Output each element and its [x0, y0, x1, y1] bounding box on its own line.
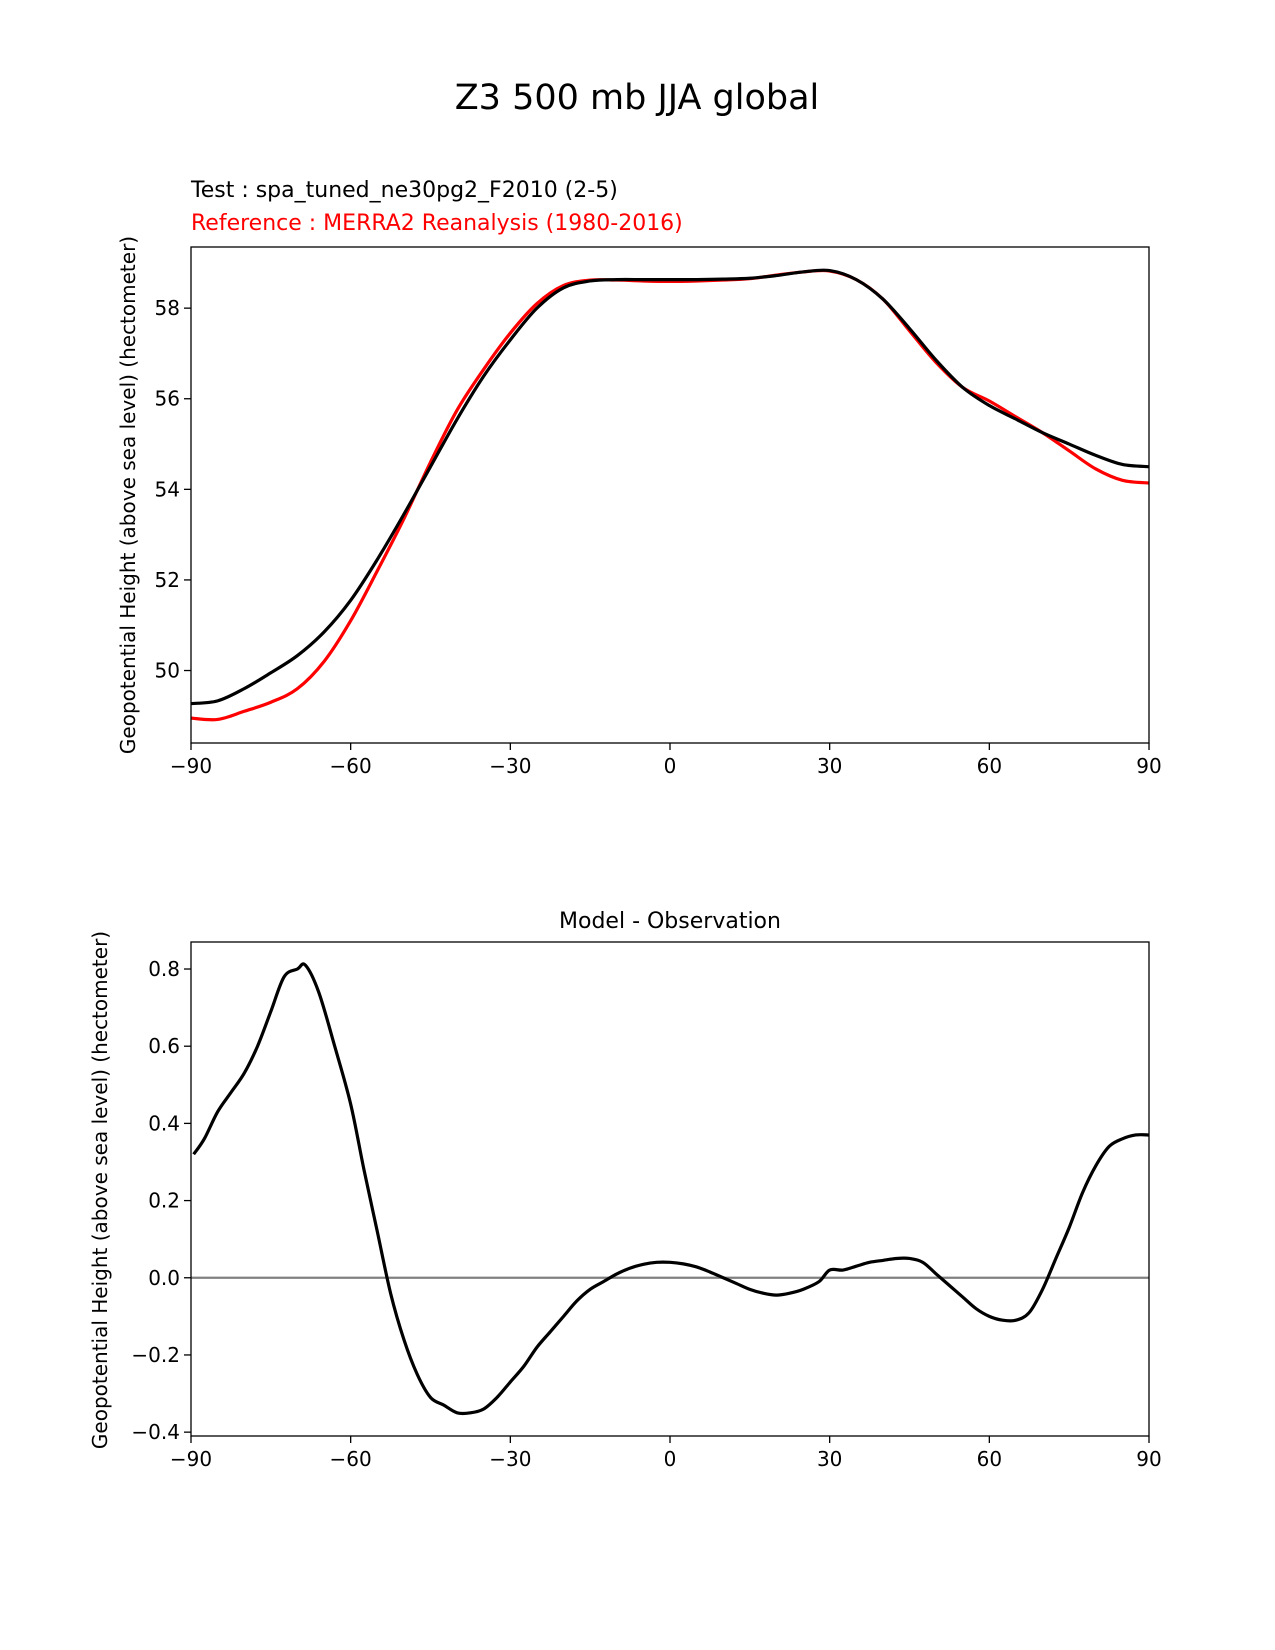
bottom-x-tick-label: 30	[817, 1447, 842, 1471]
bottom-y-tick-label: −0.4	[131, 1420, 180, 1444]
test-title: Test : spa_tuned_ne30pg2_F2010 (2-5)	[190, 178, 618, 203]
difference-title: Model - Observation	[559, 909, 781, 934]
top-x-tick-label: −90	[170, 754, 212, 778]
bottom-y-tick-label: 0.2	[148, 1189, 180, 1213]
top-lines	[190, 268, 1150, 722]
bottom-plot-frame	[190, 941, 1150, 1437]
bottom-y-tick-label: 0.4	[148, 1111, 180, 1135]
top-y-tick-label: 52	[155, 568, 180, 592]
top-test-line	[190, 268, 1150, 706]
bottom-x-tick-label: 60	[977, 1447, 1002, 1471]
bottom-panel: Model - Observation Geopotential Height …	[88, 909, 1162, 1471]
bottom-lines	[191, 962, 1150, 1416]
bottom-y-tick-label: −0.2	[131, 1343, 180, 1367]
top-y-tick-label: 54	[155, 477, 180, 501]
top-x-tick-label: −60	[330, 754, 372, 778]
top-plot-frame	[190, 246, 1150, 744]
reference-title: Reference : MERRA2 Reanalysis (1980-2016…	[191, 211, 683, 236]
bottom-x-tick-label: −30	[489, 1447, 531, 1471]
top-x-tick-label: 60	[977, 754, 1002, 778]
top-y-tick-label: 56	[155, 387, 180, 411]
top-ticks: −90 −60 −30 0 30 60 90 50 52 54 56 58	[155, 296, 1162, 778]
top-x-tick-label: −30	[489, 754, 531, 778]
bottom-x-tick-label: 0	[664, 1447, 677, 1471]
bottom-y-tick-label: 0.0	[148, 1266, 180, 1290]
top-x-tick-label: 0	[664, 754, 677, 778]
top-panel: Test : spa_tuned_ne30pg2_F2010 (2-5) Ref…	[116, 178, 1162, 778]
top-x-tick-label: 90	[1136, 754, 1161, 778]
bottom-y-tick-label: 0.6	[148, 1034, 180, 1058]
top-y-tick-label: 50	[155, 659, 180, 683]
bottom-x-tick-label: −90	[170, 1447, 212, 1471]
bottom-y-tick-label: 0.8	[148, 957, 180, 981]
top-x-tick-label: 30	[817, 754, 842, 778]
top-y-axis-label: Geopotential Height (above sea level) (h…	[116, 236, 140, 754]
bottom-x-tick-label: −60	[330, 1447, 372, 1471]
top-reference-line	[190, 268, 1150, 722]
top-y-tick-label: 58	[155, 296, 180, 320]
bottom-ticks: −90 −60 −30 0 30 60 90 −0.4 −0.2 0.0 0.2 0.4 0.6 0.8	[131, 957, 1161, 1471]
bottom-difference-line	[192, 962, 1150, 1416]
bottom-x-tick-label: 90	[1136, 1447, 1161, 1471]
figure-title: Z3 500 mb JJA global	[455, 78, 820, 118]
bottom-y-axis-label: Geopotential Height (above sea level) (h…	[88, 931, 112, 1449]
